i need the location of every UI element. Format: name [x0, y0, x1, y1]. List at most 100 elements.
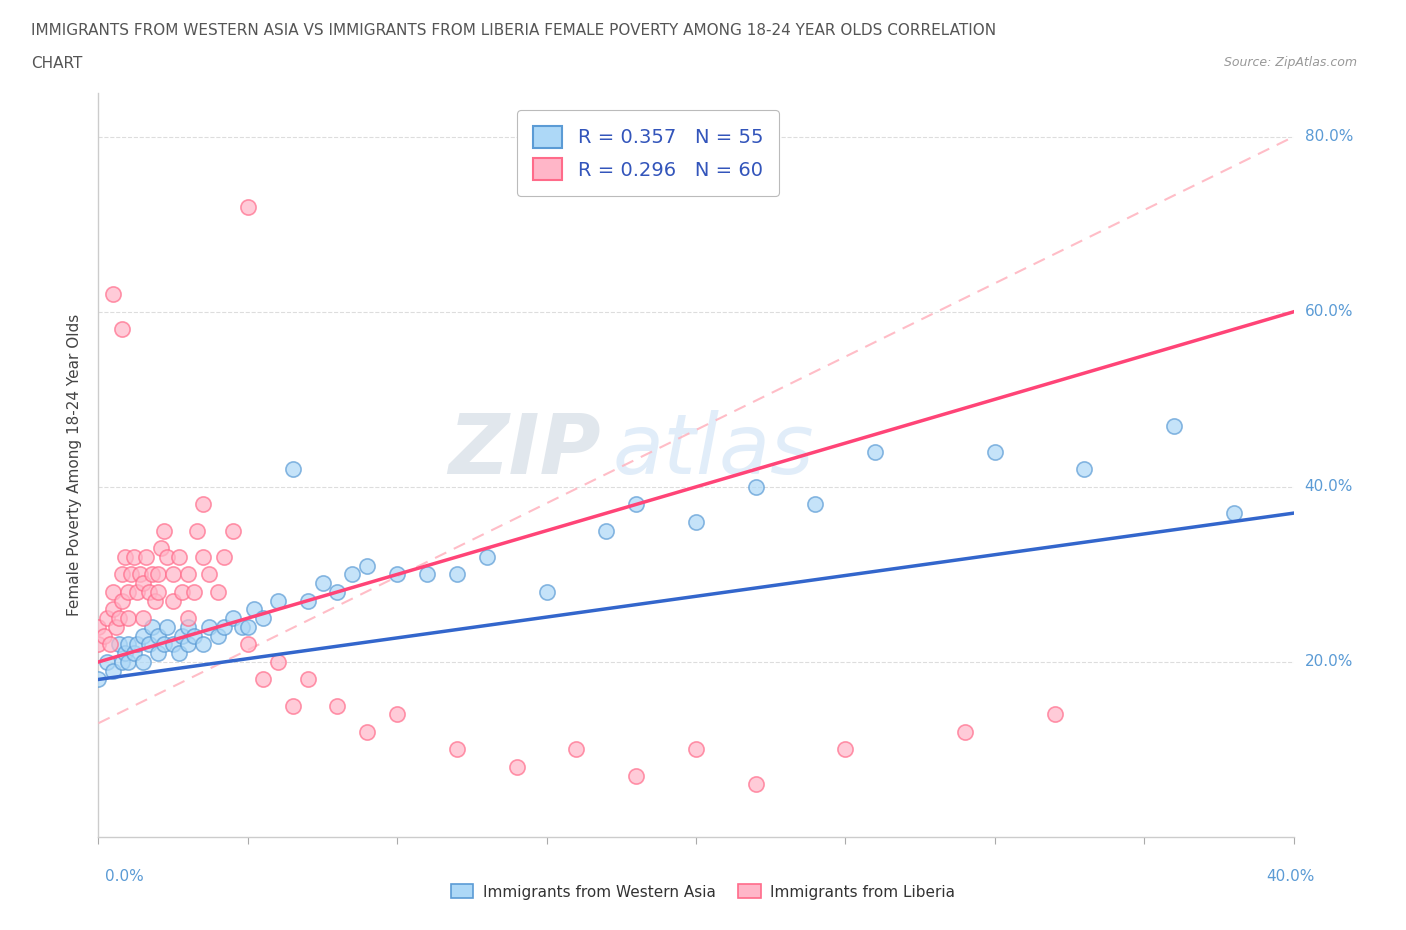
- Point: [162, 637, 184, 652]
- Point: [141, 619, 163, 634]
- Legend: Immigrants from Western Asia, Immigrants from Liberia: Immigrants from Western Asia, Immigrants…: [444, 878, 962, 906]
- Point: [297, 672, 319, 687]
- Point: [326, 584, 349, 599]
- Legend: R = 0.357   N = 55, R = 0.296   N = 60: R = 0.357 N = 55, R = 0.296 N = 60: [517, 110, 779, 196]
- Point: [281, 462, 304, 477]
- Point: [167, 645, 190, 660]
- Point: [207, 629, 229, 644]
- Point: [87, 619, 110, 634]
- Point: [834, 742, 856, 757]
- Point: [162, 593, 184, 608]
- Point: [124, 550, 146, 565]
- Point: [177, 567, 200, 582]
- Point: [103, 584, 125, 599]
- Point: [111, 567, 134, 582]
- Point: [446, 567, 468, 582]
- Point: [114, 550, 136, 565]
- Point: [212, 619, 235, 634]
- Point: [117, 611, 139, 626]
- Point: [865, 445, 887, 459]
- Text: ZIP: ZIP: [447, 409, 600, 491]
- Text: atlas: atlas: [613, 409, 814, 491]
- Point: [103, 602, 125, 617]
- Text: 40.0%: 40.0%: [1267, 869, 1315, 883]
- Point: [177, 637, 200, 652]
- Point: [132, 611, 155, 626]
- Point: [385, 567, 409, 582]
- Point: [446, 742, 468, 757]
- Point: [150, 540, 173, 555]
- Point: [111, 322, 134, 337]
- Point: [565, 742, 588, 757]
- Point: [141, 567, 163, 582]
- Point: [96, 611, 118, 626]
- Point: [148, 584, 170, 599]
- Point: [267, 593, 290, 608]
- Point: [326, 698, 349, 713]
- Point: [252, 672, 274, 687]
- Point: [626, 497, 648, 512]
- Point: [222, 524, 245, 538]
- Point: [236, 637, 259, 652]
- Point: [222, 611, 245, 626]
- Point: [167, 550, 190, 565]
- Point: [111, 655, 134, 670]
- Point: [297, 593, 319, 608]
- Point: [135, 550, 157, 565]
- Point: [745, 777, 768, 792]
- Point: [1223, 506, 1246, 521]
- Point: [191, 550, 214, 565]
- Point: [87, 637, 110, 652]
- Point: [114, 645, 136, 660]
- Point: [416, 567, 439, 582]
- Point: [231, 619, 253, 634]
- Point: [311, 576, 333, 591]
- Point: [143, 593, 166, 608]
- Point: [183, 629, 205, 644]
- Point: [156, 550, 179, 565]
- Point: [267, 655, 290, 670]
- Point: [153, 524, 176, 538]
- Point: [132, 629, 155, 644]
- Text: IMMIGRANTS FROM WESTERN ASIA VS IMMIGRANTS FROM LIBERIA FEMALE POVERTY AMONG 18-: IMMIGRANTS FROM WESTERN ASIA VS IMMIGRAN…: [31, 23, 995, 38]
- Point: [186, 524, 208, 538]
- Point: [1043, 707, 1066, 722]
- Point: [1163, 418, 1185, 433]
- Point: [506, 760, 529, 775]
- Point: [356, 558, 378, 573]
- Point: [685, 514, 707, 529]
- Text: CHART: CHART: [31, 56, 83, 71]
- Point: [148, 567, 170, 582]
- Point: [117, 655, 139, 670]
- Point: [132, 576, 155, 591]
- Point: [138, 637, 160, 652]
- Point: [626, 768, 648, 783]
- Text: 80.0%: 80.0%: [1305, 129, 1353, 144]
- Text: 20.0%: 20.0%: [1305, 655, 1353, 670]
- Point: [117, 637, 139, 652]
- Point: [183, 584, 205, 599]
- Point: [148, 629, 170, 644]
- Point: [252, 611, 274, 626]
- Point: [162, 567, 184, 582]
- Text: 40.0%: 40.0%: [1305, 479, 1353, 495]
- Point: [108, 637, 131, 652]
- Point: [172, 629, 194, 644]
- Point: [595, 524, 617, 538]
- Point: [212, 550, 235, 565]
- Point: [138, 584, 160, 599]
- Point: [191, 637, 214, 652]
- Point: [342, 567, 364, 582]
- Point: [984, 445, 1007, 459]
- Point: [356, 724, 378, 739]
- Point: [127, 637, 149, 652]
- Point: [98, 637, 122, 652]
- Point: [117, 584, 139, 599]
- Point: [105, 619, 128, 634]
- Y-axis label: Female Poverty Among 18-24 Year Olds: Female Poverty Among 18-24 Year Olds: [67, 314, 83, 617]
- Point: [745, 480, 768, 495]
- Point: [685, 742, 707, 757]
- Point: [108, 611, 131, 626]
- Point: [385, 707, 409, 722]
- Point: [93, 629, 115, 644]
